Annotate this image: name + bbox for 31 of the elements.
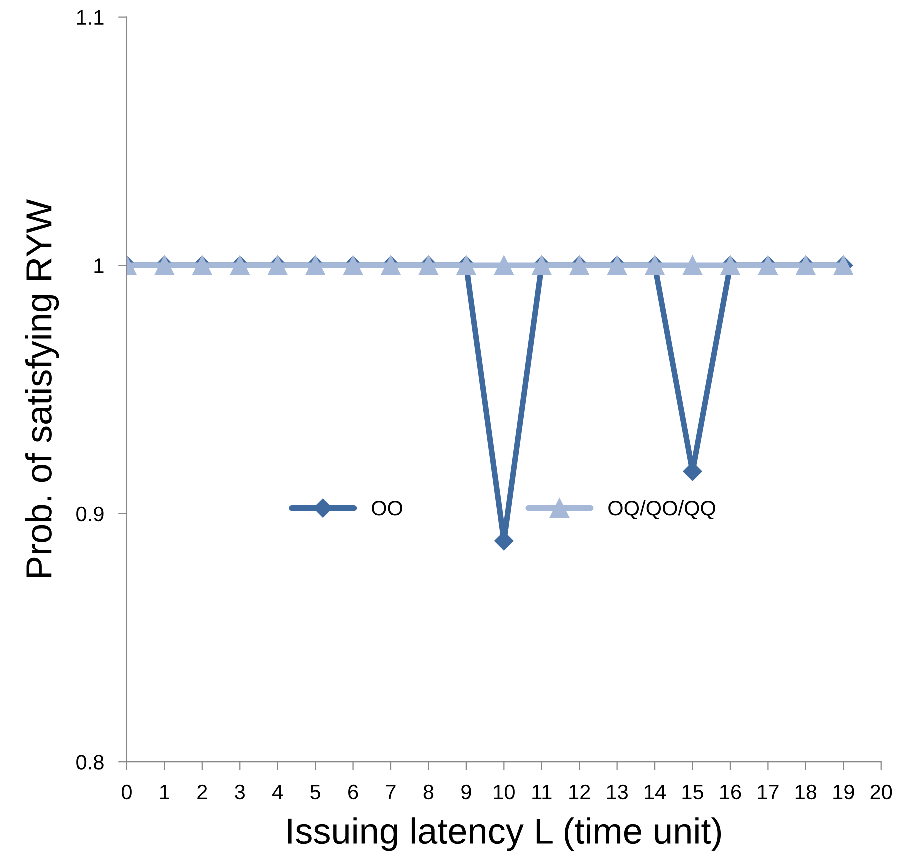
x-tick-label: 14: [645, 785, 666, 800]
legend-label: OQ/QO/QQ: [608, 500, 716, 520]
x-tick-label: 12: [570, 784, 590, 800]
x-tick-label: 11: [532, 785, 552, 800]
x-tick-label: 5: [310, 785, 320, 800]
x-tick-label: 4: [272, 785, 284, 800]
x-tick-label: 20: [870, 784, 892, 800]
y-tick-label: 0.9: [76, 506, 104, 522]
x-tick-label: 16: [720, 784, 742, 800]
point: [494, 256, 514, 276]
y-tick-label: 0.8: [76, 755, 104, 770]
x-tick-label: 17: [758, 785, 779, 800]
x-tick-label: 7: [386, 785, 396, 800]
x-tick-label: 2: [198, 784, 208, 800]
x-tick-label: 9: [462, 784, 472, 800]
x-tick-label: 15: [682, 785, 704, 800]
x-tick-label: 19: [834, 784, 854, 800]
y-tick-label: 1: [94, 258, 104, 274]
x-tick-label: 13: [607, 784, 628, 800]
x-tick-label: 18: [796, 784, 817, 800]
x-tick-label: 6: [348, 784, 358, 800]
x-tick-label: 1: [160, 785, 170, 800]
x-tick-label: 10: [494, 784, 515, 800]
point: [683, 256, 702, 276]
y-axis-title: Prob. of satisfying RYW: [25, 199, 60, 578]
x-axis-title: Issuing latency L (time unit): [288, 818, 722, 852]
x-tick-label: 8: [424, 784, 434, 800]
x-tick-label: 3: [235, 784, 245, 800]
legend-label: OO: [372, 501, 402, 516]
y-tick-label: 1.1: [77, 10, 104, 25]
x-tick-label: 0: [122, 784, 132, 800]
